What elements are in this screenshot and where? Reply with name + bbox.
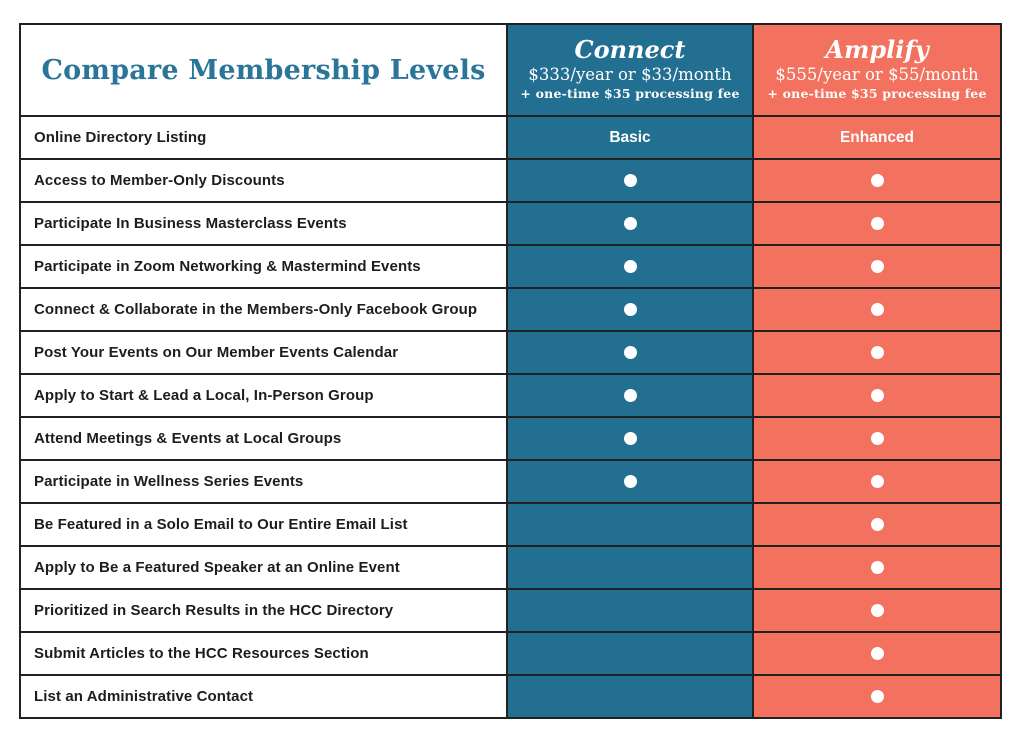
tier-value: Basic	[609, 128, 651, 146]
table-row: Prioritized in Search Results in the HCC…	[21, 588, 1000, 631]
connect-cell	[508, 289, 754, 330]
included-dot-icon	[870, 432, 884, 445]
table-row: Submit Articles to the HCC Resources Sec…	[21, 631, 1000, 674]
tier-value: Enhanced	[839, 128, 915, 146]
connect-cell	[508, 332, 754, 373]
connect-cell	[508, 160, 754, 201]
feature-label: List an Administrative Contact	[21, 676, 508, 717]
amplify-cell	[754, 289, 1000, 330]
amplify-cell	[754, 504, 1000, 545]
amplify-cell	[754, 633, 1000, 674]
connect-cell	[508, 246, 754, 287]
feature-label: Prioritized in Search Results in the HCC…	[21, 590, 508, 631]
table-row: List an Administrative Contact	[21, 674, 1000, 717]
table-row: Connect & Collaborate in the Members-Onl…	[21, 287, 1000, 330]
feature-label: Apply to Start & Lead a Local, In-Person…	[21, 375, 508, 416]
amplify-cell	[754, 461, 1000, 502]
amplify-cell	[754, 203, 1000, 244]
connect-cell	[508, 633, 754, 674]
feature-label: Access to Member-Only Discounts	[21, 160, 508, 201]
table-row: Attend Meetings & Events at Local Groups	[21, 416, 1000, 459]
amplify-cell	[754, 375, 1000, 416]
connect-cell	[508, 504, 754, 545]
connect-cell: Basic	[508, 117, 754, 158]
feature-label: Be Featured in a Solo Email to Our Entir…	[21, 504, 508, 545]
amplify-cell	[754, 418, 1000, 459]
title-cell: Compare Membership Levels	[21, 25, 508, 115]
included-dot-icon	[870, 260, 884, 273]
included-dot-icon	[870, 518, 884, 531]
connect-cell	[508, 547, 754, 588]
connect-cell	[508, 676, 754, 717]
feature-label: Connect & Collaborate in the Members-Onl…	[21, 289, 508, 330]
table-body: Online Directory Listing Basic Enhanced …	[21, 115, 1000, 717]
included-dot-icon	[623, 303, 637, 316]
feature-label: Participate In Business Masterclass Even…	[21, 203, 508, 244]
plan-fee-connect: + one-time $35 processing fee	[520, 85, 740, 101]
feature-label: Apply to Be a Featured Speaker at an Onl…	[21, 547, 508, 588]
plan-header-amplify: Amplify $555/year or $55/month + one-tim…	[754, 25, 1000, 115]
feature-label: Online Directory Listing	[21, 117, 508, 158]
amplify-cell	[754, 676, 1000, 717]
table-row: Post Your Events on Our Member Events Ca…	[21, 330, 1000, 373]
table-row: Participate In Business Masterclass Even…	[21, 201, 1000, 244]
included-dot-icon	[870, 561, 884, 574]
connect-cell	[508, 375, 754, 416]
page-title: Compare Membership Levels	[41, 54, 486, 86]
plan-header-connect: Connect $333/year or $33/month + one-tim…	[508, 25, 754, 115]
feature-label: Post Your Events on Our Member Events Ca…	[21, 332, 508, 373]
included-dot-icon	[870, 604, 884, 617]
amplify-cell: Enhanced	[754, 117, 1000, 158]
included-dot-icon	[870, 174, 884, 187]
plan-price-amplify: $555/year or $55/month	[775, 64, 979, 84]
amplify-cell	[754, 332, 1000, 373]
feature-label: Participate in Wellness Series Events	[21, 461, 508, 502]
connect-cell	[508, 203, 754, 244]
included-dot-icon	[623, 389, 637, 402]
amplify-cell	[754, 547, 1000, 588]
amplify-cell	[754, 160, 1000, 201]
included-dot-icon	[623, 346, 637, 359]
included-dot-icon	[870, 389, 884, 402]
included-dot-icon	[623, 174, 637, 187]
included-dot-icon	[623, 475, 637, 488]
table-row: Participate in Wellness Series Events	[21, 459, 1000, 502]
feature-label: Submit Articles to the HCC Resources Sec…	[21, 633, 508, 674]
connect-cell	[508, 461, 754, 502]
table-row: Online Directory Listing Basic Enhanced	[21, 115, 1000, 158]
plan-name-amplify: Amplify	[825, 35, 929, 65]
amplify-cell	[754, 246, 1000, 287]
table-row: Participate in Zoom Networking & Masterm…	[21, 244, 1000, 287]
included-dot-icon	[870, 690, 884, 703]
table-row: Access to Member-Only Discounts	[21, 158, 1000, 201]
plan-name-connect: Connect	[574, 35, 686, 65]
table-row: Apply to Start & Lead a Local, In-Person…	[21, 373, 1000, 416]
included-dot-icon	[870, 475, 884, 488]
included-dot-icon	[870, 346, 884, 359]
table-row: Be Featured in a Solo Email to Our Entir…	[21, 502, 1000, 545]
amplify-cell	[754, 590, 1000, 631]
table-header-row: Compare Membership Levels Connect $333/y…	[21, 25, 1000, 115]
feature-label: Participate in Zoom Networking & Masterm…	[21, 246, 508, 287]
included-dot-icon	[623, 217, 637, 230]
table-row: Apply to Be a Featured Speaker at an Onl…	[21, 545, 1000, 588]
included-dot-icon	[623, 260, 637, 273]
included-dot-icon	[623, 432, 637, 445]
membership-comparison-table: Compare Membership Levels Connect $333/y…	[19, 23, 1002, 719]
plan-fee-amplify: + one-time $35 processing fee	[767, 85, 987, 101]
feature-label: Attend Meetings & Events at Local Groups	[21, 418, 508, 459]
plan-price-connect: $333/year or $33/month	[528, 64, 732, 84]
included-dot-icon	[870, 647, 884, 660]
included-dot-icon	[870, 217, 884, 230]
connect-cell	[508, 418, 754, 459]
included-dot-icon	[870, 303, 884, 316]
connect-cell	[508, 590, 754, 631]
